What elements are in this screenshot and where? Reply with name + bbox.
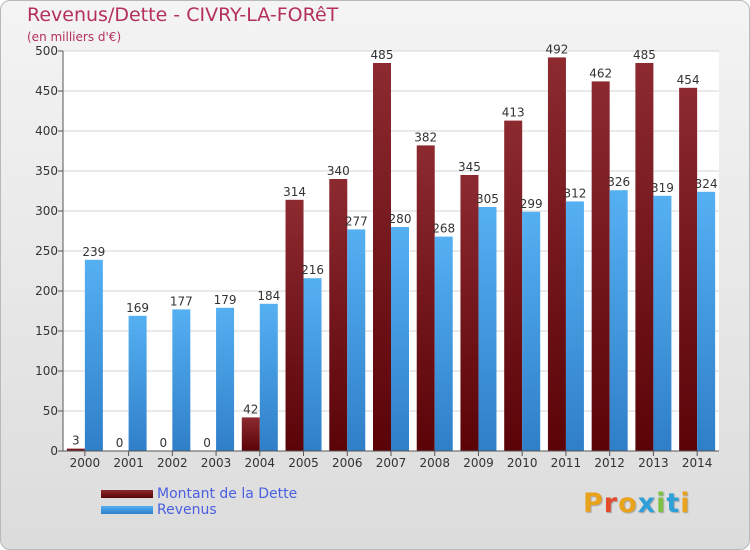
legend-label-revenus: Revenus bbox=[157, 502, 217, 518]
x-tick-label: 2013 bbox=[638, 456, 669, 470]
x-tick-label: 2006 bbox=[332, 456, 363, 470]
x-tick-label: 2007 bbox=[376, 456, 407, 470]
bar-label-revenus: 305 bbox=[476, 192, 499, 206]
bar-label-dette: 0 bbox=[203, 436, 211, 450]
bar-label-revenus: 268 bbox=[432, 222, 455, 236]
bar-revenus bbox=[347, 229, 366, 451]
bar-label-dette: 485 bbox=[371, 48, 394, 62]
bar-revenus bbox=[478, 207, 497, 451]
bar-revenus bbox=[565, 201, 584, 451]
y-tick-label: 250 bbox=[35, 244, 58, 258]
bar-label-dette: 462 bbox=[589, 66, 612, 80]
bar-dette bbox=[373, 63, 391, 451]
bar-label-dette: 345 bbox=[458, 160, 481, 174]
bar-revenus bbox=[84, 259, 103, 451]
y-tick-label: 100 bbox=[35, 364, 58, 378]
bar-label-dette: 485 bbox=[633, 48, 656, 62]
bar-revenus bbox=[609, 190, 628, 451]
bar-label-revenus: 179 bbox=[214, 293, 237, 307]
bar-revenus bbox=[172, 309, 191, 451]
x-tick-label: 2003 bbox=[201, 456, 232, 470]
bar-label-revenus: 277 bbox=[345, 214, 368, 228]
bar-label-revenus: 216 bbox=[301, 263, 324, 277]
x-tick-label: 2001 bbox=[113, 456, 144, 470]
bar-revenus bbox=[653, 195, 672, 451]
x-tick-label: 2008 bbox=[419, 456, 450, 470]
bar-dette bbox=[416, 145, 435, 451]
bar-label-dette: 3 bbox=[72, 434, 80, 448]
legend-swatch-revenus bbox=[101, 506, 153, 514]
x-tick-label: 2002 bbox=[157, 456, 188, 470]
x-tick-label: 2005 bbox=[288, 456, 319, 470]
bar-dette bbox=[547, 57, 566, 452]
bar-label-dette: 340 bbox=[327, 164, 350, 178]
bar-dette bbox=[635, 63, 654, 451]
chart-subtitle: (en milliers d'€) bbox=[27, 30, 122, 44]
legend-label-dette: Montant de la Dette bbox=[157, 486, 298, 502]
bar-dette bbox=[329, 179, 348, 451]
bar-label-revenus: 299 bbox=[520, 197, 543, 211]
bar-revenus bbox=[434, 236, 453, 451]
bar-dette bbox=[504, 120, 523, 451]
bar-revenus bbox=[128, 315, 147, 451]
y-tick-label: 0 bbox=[50, 444, 58, 458]
proxiti-logo: Proxiti bbox=[583, 488, 691, 519]
y-tick-label: 150 bbox=[35, 324, 58, 338]
bar-label-revenus: 169 bbox=[126, 301, 149, 315]
legend-swatch-dette bbox=[101, 490, 153, 498]
y-tick-label: 500 bbox=[35, 44, 58, 58]
bar-label-dette: 492 bbox=[545, 42, 568, 56]
bar-label-dette: 314 bbox=[283, 185, 306, 199]
bar-dette bbox=[591, 81, 610, 452]
bar-label-dette: 42 bbox=[243, 402, 258, 416]
bar-label-dette: 454 bbox=[677, 73, 700, 87]
bar-label-revenus: 280 bbox=[389, 212, 412, 226]
bar-revenus bbox=[522, 211, 541, 451]
y-tick-label: 400 bbox=[35, 124, 58, 138]
bar-chart: 0 50 100 150 200 250 300 350 400 450 500 2000 3 239 20… bbox=[35, 42, 719, 470]
bar-label-revenus: 324 bbox=[695, 177, 718, 191]
bar-dette bbox=[679, 87, 698, 452]
bar-revenus bbox=[391, 227, 409, 451]
bar-label-revenus: 184 bbox=[257, 289, 280, 303]
bar-label-revenus: 239 bbox=[82, 245, 105, 259]
bar-label-dette: 382 bbox=[414, 130, 437, 144]
x-tick-label: 2009 bbox=[463, 456, 494, 470]
y-tick-label: 450 bbox=[35, 84, 58, 98]
bar-dette bbox=[460, 175, 479, 451]
y-tick-label: 300 bbox=[35, 204, 58, 218]
x-tick-label: 2012 bbox=[594, 456, 625, 470]
bar-revenus bbox=[303, 278, 322, 451]
bar-label-revenus: 312 bbox=[563, 186, 586, 200]
chart-title: Revenus/Dette - CIVRY-LA-FORêT bbox=[27, 4, 339, 26]
y-tick-label: 350 bbox=[35, 164, 58, 178]
x-tick-label: 2000 bbox=[70, 456, 101, 470]
bar-label-revenus: 326 bbox=[607, 175, 630, 189]
bar-revenus bbox=[259, 303, 278, 451]
bar-dette bbox=[241, 417, 260, 451]
bar-label-dette: 0 bbox=[160, 436, 168, 450]
bar-dette bbox=[66, 448, 85, 451]
bar-label-revenus: 319 bbox=[651, 181, 674, 195]
bar-dette bbox=[285, 199, 304, 451]
bar-revenus bbox=[216, 307, 235, 451]
x-tick-label: 2014 bbox=[682, 456, 713, 470]
y-tick-label: 200 bbox=[35, 284, 58, 298]
bar-revenus bbox=[697, 191, 716, 452]
bar-label-dette: 413 bbox=[502, 106, 525, 120]
x-tick-label: 2011 bbox=[551, 456, 582, 470]
bar-label-revenus: 177 bbox=[170, 294, 193, 308]
bar-label-dette: 0 bbox=[116, 436, 124, 450]
x-tick-label: 2010 bbox=[507, 456, 538, 470]
x-tick-label: 2004 bbox=[245, 456, 276, 470]
y-tick-label: 50 bbox=[43, 404, 58, 418]
